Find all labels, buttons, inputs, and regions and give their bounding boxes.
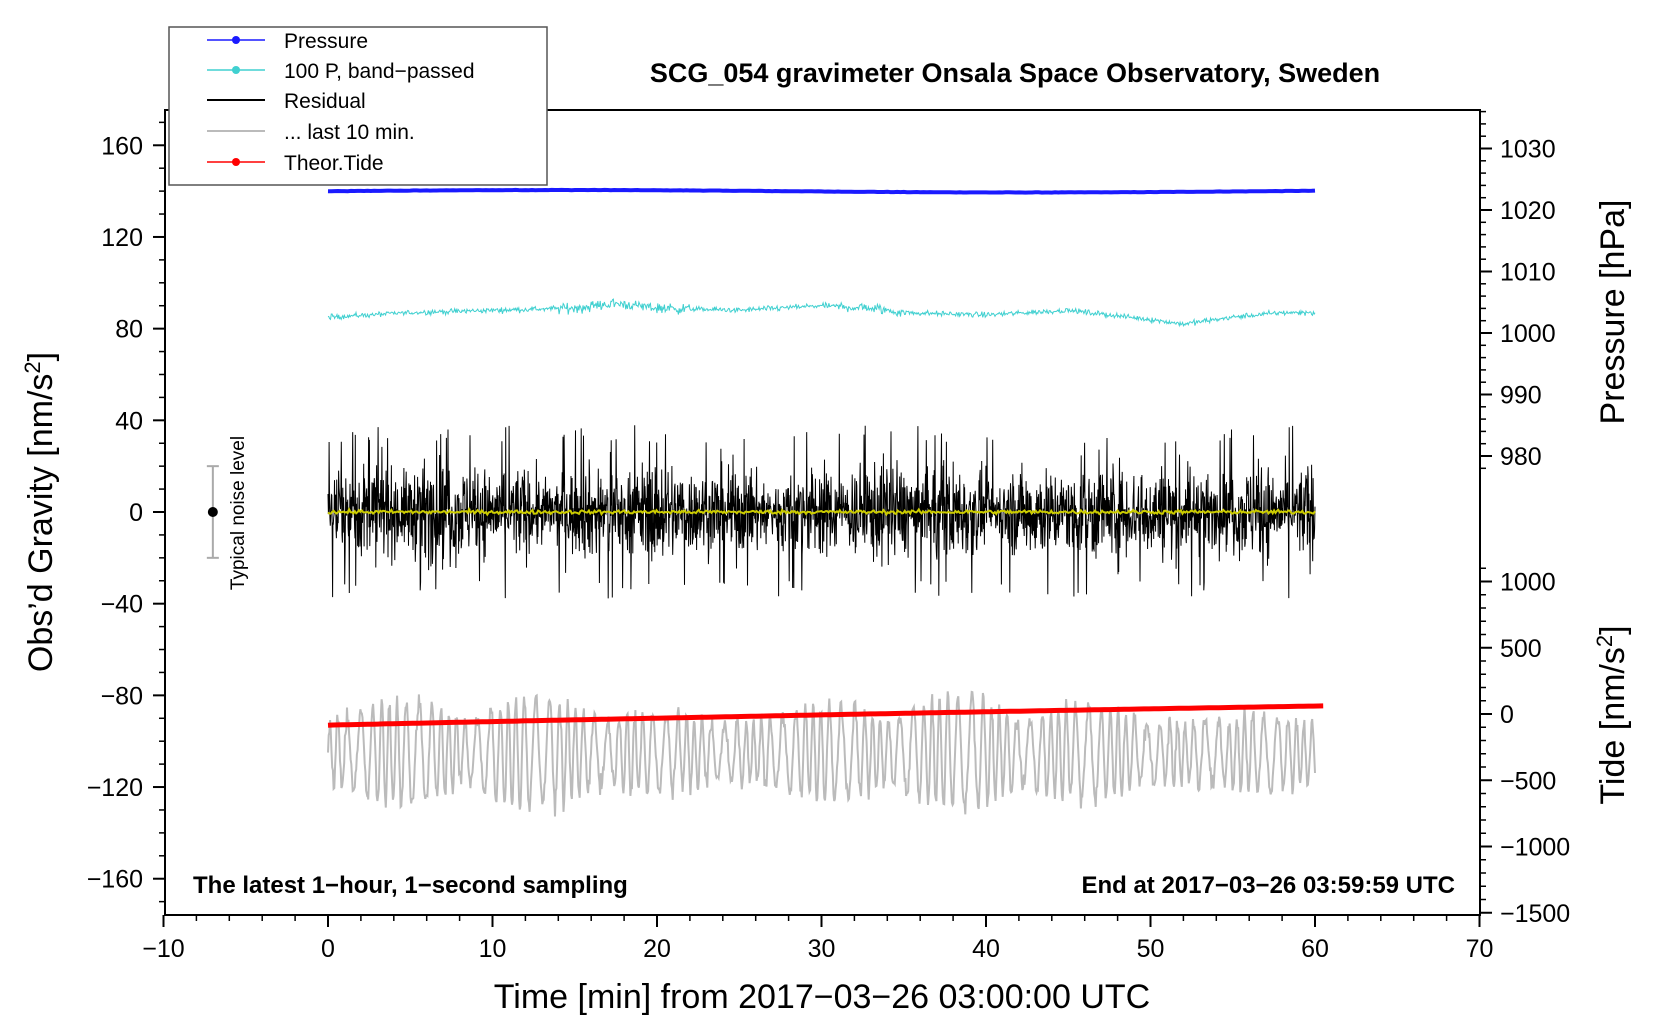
pressure-tick-label: 1020 [1500, 197, 1556, 225]
legend-label-theor-tide: Theor.Tide [284, 152, 384, 175]
pressure-tick-label: 1030 [1500, 136, 1556, 164]
tide-axis-label-main: Tide [nm/s [1594, 647, 1632, 804]
pressure-axis-label: Pressure [hPa] [1594, 200, 1632, 425]
annotation-left: The latest 1−hour, 1−second sampling [193, 872, 628, 899]
tide-axis-label: Tide [nm/s2] [1592, 625, 1632, 804]
x-tick-label: 10 [479, 935, 507, 963]
annotation-right: End at 2017−03−26 03:59:59 UTC [1081, 872, 1455, 899]
y-tick-label: 120 [101, 224, 143, 252]
legend-label-residual: Residual [284, 90, 366, 113]
legend-marker-pressure [232, 36, 240, 44]
pressure-tick-label: 990 [1500, 382, 1542, 410]
x-tick-label: −10 [142, 935, 184, 963]
tide-axis-label-sup: 2 [1592, 635, 1617, 647]
noise-label: Typical noise level [228, 436, 249, 590]
x-tick-label: 50 [1137, 935, 1165, 963]
y-tick-label: −120 [87, 774, 143, 802]
tide-tick-label: −500 [1500, 767, 1556, 795]
band-passed-series [327, 298, 1316, 328]
pressure-tick-label: 1010 [1500, 259, 1556, 287]
y-axis-label-sup: 2 [20, 361, 45, 373]
pressure-series [327, 187, 1316, 195]
axes: −10 0 10 20 30 40 50 60 70−160−120−80−4004080120… [87, 110, 1570, 963]
residual-smoothed-series [327, 506, 1316, 517]
y-tick-label: 0 [129, 499, 143, 527]
x-tick-label: 0 [321, 935, 335, 963]
tide-axis-label-end: ] [1594, 625, 1632, 634]
legend-marker-theor-tide [232, 158, 240, 166]
legend-label-last-10-min: ... last 10 min. [284, 121, 415, 144]
y-tick-label: 160 [101, 132, 143, 160]
pressure-tick-label: 980 [1500, 443, 1542, 471]
tide-tick-label: −1500 [1500, 900, 1570, 928]
tide-tick-label: 1000 [1500, 569, 1556, 597]
pressure-tick-label: 1000 [1500, 320, 1556, 348]
y-tick-label: 40 [115, 407, 143, 435]
tide-tick-label: −1000 [1500, 834, 1570, 862]
x-tick-label: 70 [1466, 935, 1494, 963]
residual-smoothed-line [327, 506, 1316, 517]
tide-tick-label: 0 [1500, 701, 1514, 729]
x-axis-label: Time [min] from 2017−03−26 03:00:00 UTC [494, 978, 1150, 1016]
y-axis-label: Obs’d Gravity [nm/s2] [20, 352, 60, 672]
y-axis-label-main: Obs’d Gravity [nm/s [22, 374, 60, 673]
y-tick-label: −40 [101, 591, 143, 619]
chart-title: SCG_054 gravimeter Onsala Space Observat… [650, 58, 1380, 88]
y-tick-label: −160 [87, 866, 143, 894]
legend-box [168, 26, 548, 186]
pressure-line [327, 187, 1316, 195]
tide-tick-label: 500 [1500, 635, 1542, 663]
y-axis-label-end: ] [22, 352, 60, 361]
x-tick-label: 30 [808, 935, 836, 963]
y-tick-label: −80 [101, 682, 143, 710]
theor-tide-series [327, 703, 1324, 728]
x-tick-label: 40 [972, 935, 1000, 963]
x-tick-label: 60 [1301, 935, 1329, 963]
y-tick-label: 80 [115, 316, 143, 344]
theor-tide-line [327, 703, 1324, 728]
legend-label-band-passed: 100 P, band−passed [284, 60, 475, 83]
legend-label-pressure: Pressure [284, 30, 368, 53]
noise-center-dot [207, 507, 218, 517]
noise-level-indicator: Typical noise level [206, 436, 249, 590]
legend-marker-band-passed [232, 66, 240, 74]
legend: Pressure 100 P, band−passed Residual ...… [168, 26, 548, 186]
residual-line [327, 425, 1316, 599]
x-tick-label: 20 [643, 935, 671, 963]
residual-series [327, 425, 1316, 599]
band-passed-line [327, 298, 1316, 328]
